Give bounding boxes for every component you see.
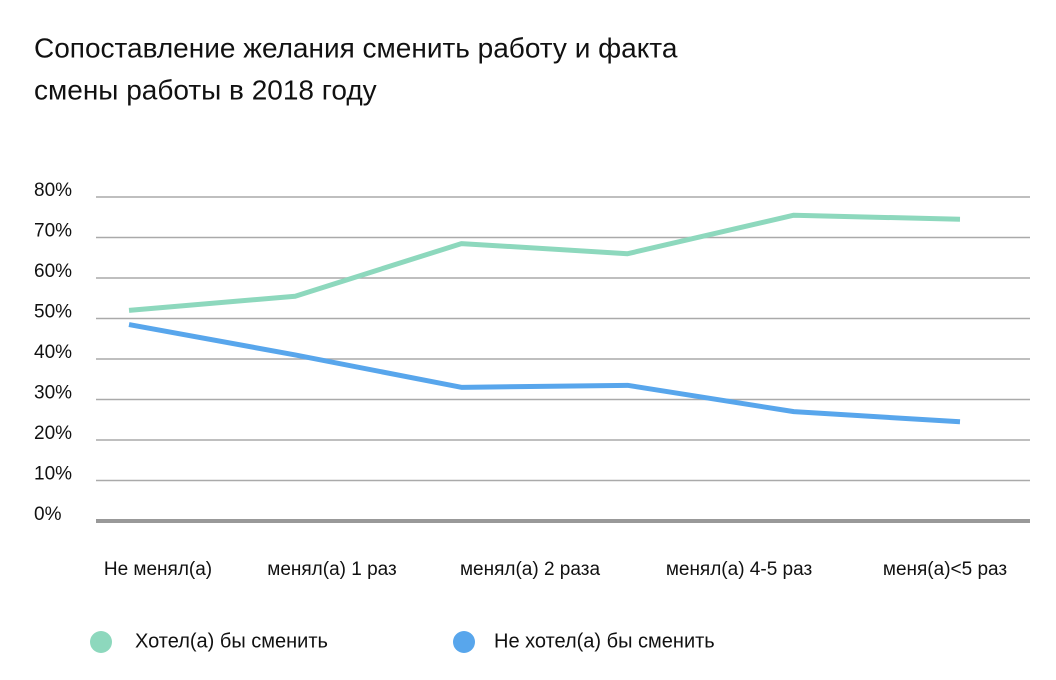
x-tick-label: менял(а) 1 раз [267,559,396,580]
x-tick-label: меня(а)<5 раз [883,559,1007,580]
y-tick-label: 40% [34,342,72,363]
line-series [128,212,961,313]
chart-title: Сопоставление желания сменить работу и ф… [34,32,678,63]
y-tick-label: 30% [34,383,72,404]
chart-title: смены работы в 2018 году [34,74,377,105]
x-tick-label: менял(а) 4-5 раз [666,559,812,580]
y-tick-label: 80% [34,180,72,201]
legend-swatch [453,631,475,653]
line-series [128,322,961,425]
y-tick-label: 70% [34,221,72,242]
x-tick-label: Не менял(а) [104,559,212,580]
y-tick-label: 0% [34,504,62,525]
legend-swatch [90,631,112,653]
y-tick-label: 50% [34,302,72,323]
legend-label: Не хотел(а) бы сменить [494,630,715,652]
x-tick-label: менял(а) 2 раза [460,559,600,580]
y-tick-label: 10% [34,464,72,485]
y-tick-label: 20% [34,423,72,444]
y-tick-label: 60% [34,261,72,282]
legend-label: Хотел(а) бы сменить [135,630,328,652]
